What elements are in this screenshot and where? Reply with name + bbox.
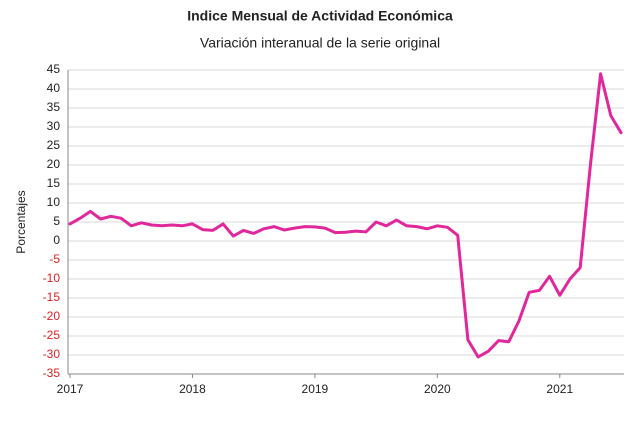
x-tick-label: 2018: [179, 382, 206, 396]
y-tick-label: -25: [43, 328, 61, 342]
y-tick-label: 35: [47, 100, 61, 114]
y-tick-label: 30: [47, 119, 61, 133]
y-tick-label: -5: [49, 252, 60, 266]
y-tick-label: 10: [47, 195, 61, 209]
y-tick-label: 40: [47, 81, 61, 95]
chart-title: Indice Mensual de Actividad Económica: [187, 8, 453, 24]
x-tick-label: 2020: [424, 382, 451, 396]
x-tick-label: 2017: [57, 382, 84, 396]
y-tick-label: -15: [43, 290, 61, 304]
y-tick-label: -10: [43, 271, 61, 285]
y-tick-label: -30: [43, 347, 61, 361]
x-tick-label: 2019: [302, 382, 329, 396]
x-tick-label: 2021: [546, 382, 573, 396]
y-tick-label: 20: [47, 157, 61, 171]
y-tick-label: -20: [43, 309, 61, 323]
y-tick-label: 5: [53, 214, 60, 228]
y-tick-label: 45: [47, 62, 61, 76]
y-tick-label: 0: [53, 233, 60, 247]
chart-subtitle: Variación interanual de la serie origina…: [200, 35, 440, 51]
y-tick-label: 15: [47, 176, 61, 190]
y-tick-label: -35: [43, 366, 61, 380]
y-tick-label: 25: [47, 138, 61, 152]
y-axis-label: Porcentajes: [14, 190, 28, 253]
line: [68, 72, 623, 359]
